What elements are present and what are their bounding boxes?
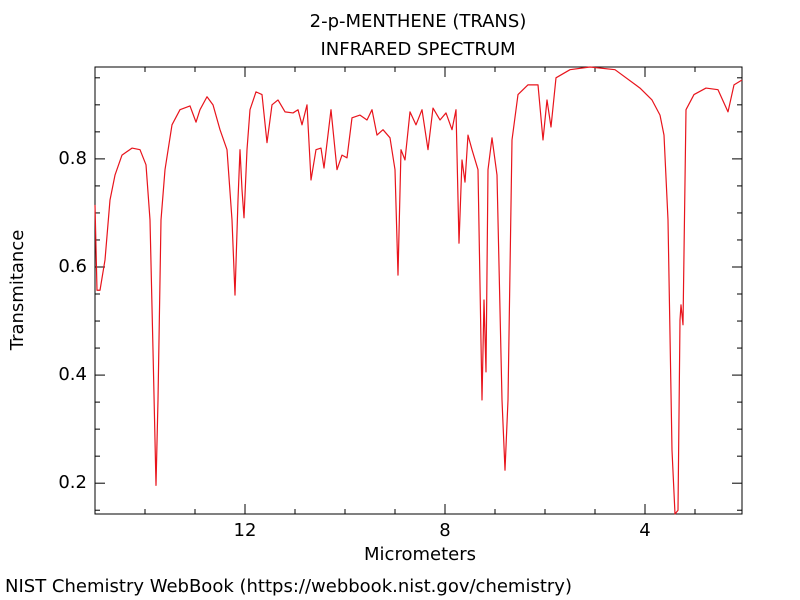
y-tick-label: 0.8: [58, 148, 87, 169]
plot-frame: [94, 66, 743, 515]
y-tick-label: 0.6: [58, 256, 87, 277]
x-tick-label: 4: [639, 520, 650, 541]
x-tick-label: 12: [234, 520, 257, 541]
chart-title: 2-p-MENTHENE (TRANS): [310, 11, 527, 32]
spectrum-line: [94, 66, 743, 515]
x-tick-label: 8: [439, 520, 450, 541]
x-axis-label: Micrometers: [364, 544, 476, 565]
source-note: NIST Chemistry WebBook (https://webbook.…: [5, 576, 572, 597]
y-tick-label: 0.4: [58, 364, 87, 385]
y-axis-label: Transmitance: [7, 230, 28, 352]
chart-subtitle: INFRARED SPECTRUM: [320, 39, 515, 60]
y-tick-label: 0.2: [58, 472, 87, 493]
